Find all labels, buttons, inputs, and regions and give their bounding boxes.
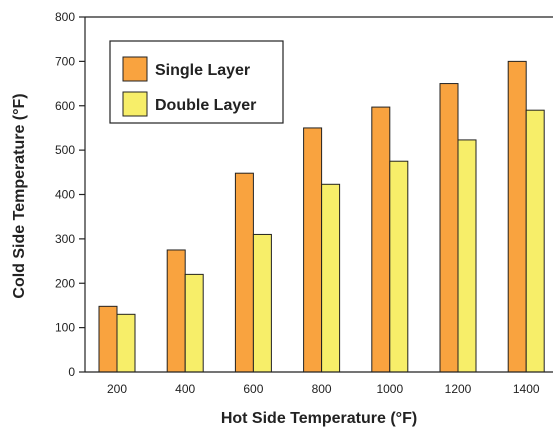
legend-swatch-single-layer <box>122 56 148 82</box>
bar-single-layer-200 <box>98 305 118 373</box>
x-tick-label: 600 <box>243 382 263 396</box>
bar-single-layer-600 <box>234 172 254 373</box>
x-axis-title: Hot Side Temperature (°F) <box>221 410 417 427</box>
bar-double-layer-1400 <box>525 109 545 373</box>
x-ticks: 200 400 600 800 1000 1200 1400 <box>107 382 540 396</box>
legend: Single Layer Double Layer <box>109 40 284 124</box>
bar-double-layer-800 <box>321 183 341 373</box>
y-ticks: 0 100 200 300 400 500 600 700 800 <box>55 10 85 379</box>
bar-single-layer-400 <box>166 249 186 373</box>
bar-double-layer-200 <box>116 313 136 373</box>
x-tick-label: 1400 <box>513 382 540 396</box>
x-tick-label: 800 <box>312 382 332 396</box>
legend-swatch-double-layer <box>122 91 148 117</box>
y-tick-label: 100 <box>55 321 75 335</box>
bar-double-layer-600 <box>252 233 272 373</box>
x-tick-label: 400 <box>175 382 195 396</box>
bar-single-layer-1200 <box>439 83 459 373</box>
y-tick-label: 800 <box>55 10 75 24</box>
y-axis-title: Cold Side Temperature (°F) <box>11 93 28 298</box>
bar-double-layer-400 <box>184 273 204 373</box>
x-tick-label: 1000 <box>376 382 403 396</box>
bar-single-layer-800 <box>303 127 323 373</box>
y-tick-label: 400 <box>55 188 75 202</box>
y-tick-label: 300 <box>55 232 75 246</box>
bar-single-layer-1000 <box>371 106 391 373</box>
y-tick-label: 600 <box>55 99 75 113</box>
x-tick-label: 200 <box>107 382 127 396</box>
bar-double-layer-1000 <box>389 160 409 373</box>
y-tick-label: 500 <box>55 143 75 157</box>
y-tick-label: 200 <box>55 276 75 290</box>
y-tick-label: 0 <box>68 365 75 379</box>
x-tick-label: 1200 <box>445 382 472 396</box>
bar-single-layer-1400 <box>507 60 527 373</box>
y-tick-label: 700 <box>55 54 75 68</box>
legend-label-double-layer: Double Layer <box>155 97 256 114</box>
legend-label-single-layer: Single Layer <box>155 62 250 79</box>
bar-double-layer-1200 <box>457 139 477 373</box>
